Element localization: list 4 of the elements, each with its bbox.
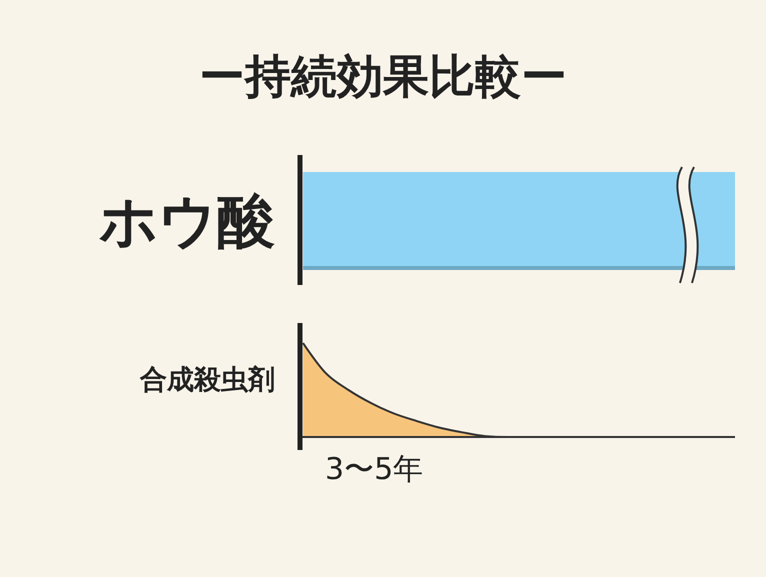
y-tick-label: ホウ酸 [99,187,275,255]
chart-title: ー持続効果比較ー [199,49,567,103]
text: 3〜5年 [325,452,424,487]
y-axis-title: 合成殺虫剤 [139,364,275,396]
